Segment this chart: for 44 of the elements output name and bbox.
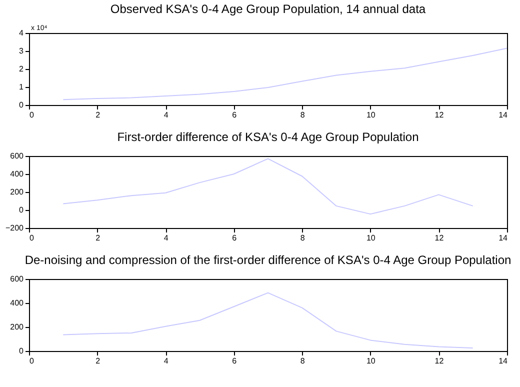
x-tick-label: 0 xyxy=(30,234,34,242)
chart-title: Observed KSA's 0-4 Age Group Population, 14 annual data xyxy=(110,2,426,16)
x-tick-label: 10 xyxy=(366,234,376,242)
x-tick-label: 6 xyxy=(232,110,238,120)
y-tick-label: 400 xyxy=(10,170,24,178)
x-tick-label: 0 xyxy=(30,110,34,120)
y-tick-label: 2 xyxy=(19,64,24,74)
x-tick-label: 12 xyxy=(434,234,444,242)
x-tick-label: 2 xyxy=(96,356,101,366)
x-tick-label: 0 xyxy=(30,356,34,366)
x-tick-label: 8 xyxy=(300,234,306,242)
x-tick-label: 14 xyxy=(498,234,508,242)
x-tick-label: 14 xyxy=(498,356,508,366)
x-tick-label: 4 xyxy=(164,234,169,242)
x-tick-label: 4 xyxy=(164,356,169,366)
y-tick-label: −200 xyxy=(5,224,24,232)
y-tick-label: 600 xyxy=(10,152,24,160)
x-tick-label: 2 xyxy=(96,234,101,242)
x-tick-label: 8 xyxy=(300,110,306,120)
y-tick-label: 0 xyxy=(19,206,24,214)
y-tick-label: 200 xyxy=(10,188,24,196)
line-series xyxy=(62,48,507,100)
x-tick-label: 2 xyxy=(96,110,101,120)
x-tick-label: 10 xyxy=(366,356,376,366)
x-tick-label: 10 xyxy=(366,110,376,120)
x-tick-label: 4 xyxy=(164,110,169,120)
x-tick-label: 12 xyxy=(434,356,444,366)
y-tick-label: 400 xyxy=(10,298,24,308)
line-series xyxy=(62,292,474,348)
line-series xyxy=(62,158,474,215)
y-tick-label: 0 xyxy=(19,346,24,356)
x-tick-label: 14 xyxy=(498,110,508,120)
y-tick-label: 1 xyxy=(19,82,24,92)
y-tick-label: 3 xyxy=(19,46,24,56)
y-tick-label: 600 xyxy=(10,274,24,284)
y-tick-label: 200 xyxy=(10,322,24,332)
chart-title: First-order difference of KSA's 0-4 Age Group Population xyxy=(117,130,419,144)
x-tick-label: 6 xyxy=(232,234,238,242)
y-tick-label: 0 xyxy=(19,100,24,110)
x-tick-label: 8 xyxy=(300,356,306,366)
chart-title: De-noising and compression of the first-order difference of KSA's 0-4 Age Group Population xyxy=(24,253,512,267)
y-tick-label: 4 xyxy=(19,28,24,38)
x-tick-label: 12 xyxy=(434,110,444,120)
x-tick-label: 6 xyxy=(232,356,238,366)
